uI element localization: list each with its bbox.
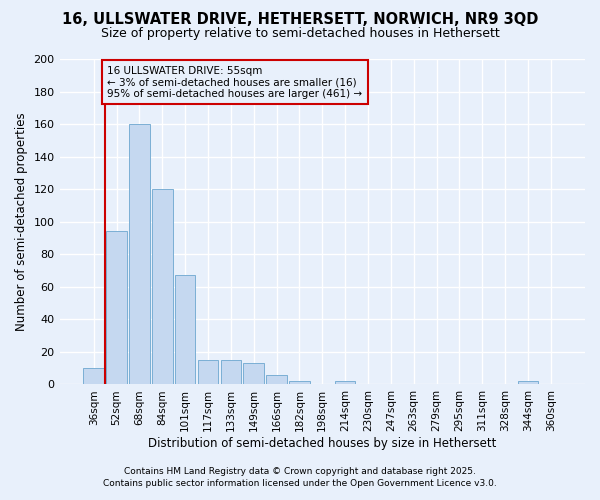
X-axis label: Distribution of semi-detached houses by size in Hethersett: Distribution of semi-detached houses by … xyxy=(148,437,496,450)
Y-axis label: Number of semi-detached properties: Number of semi-detached properties xyxy=(15,112,28,331)
Bar xyxy=(83,368,104,384)
Bar xyxy=(244,364,264,384)
Bar xyxy=(289,381,310,384)
Bar xyxy=(175,276,196,384)
Bar xyxy=(266,374,287,384)
Text: 16 ULLSWATER DRIVE: 55sqm
← 3% of semi-detached houses are smaller (16)
95% of s: 16 ULLSWATER DRIVE: 55sqm ← 3% of semi-d… xyxy=(107,66,362,98)
Bar xyxy=(106,232,127,384)
Bar xyxy=(221,360,241,384)
Bar xyxy=(152,189,173,384)
Bar xyxy=(335,381,355,384)
Text: 16, ULLSWATER DRIVE, HETHERSETT, NORWICH, NR9 3QD: 16, ULLSWATER DRIVE, HETHERSETT, NORWICH… xyxy=(62,12,538,28)
Bar xyxy=(518,381,538,384)
Text: Size of property relative to semi-detached houses in Hethersett: Size of property relative to semi-detach… xyxy=(101,28,499,40)
Bar xyxy=(129,124,150,384)
Text: Contains HM Land Registry data © Crown copyright and database right 2025.
Contai: Contains HM Land Registry data © Crown c… xyxy=(103,466,497,487)
Bar xyxy=(198,360,218,384)
